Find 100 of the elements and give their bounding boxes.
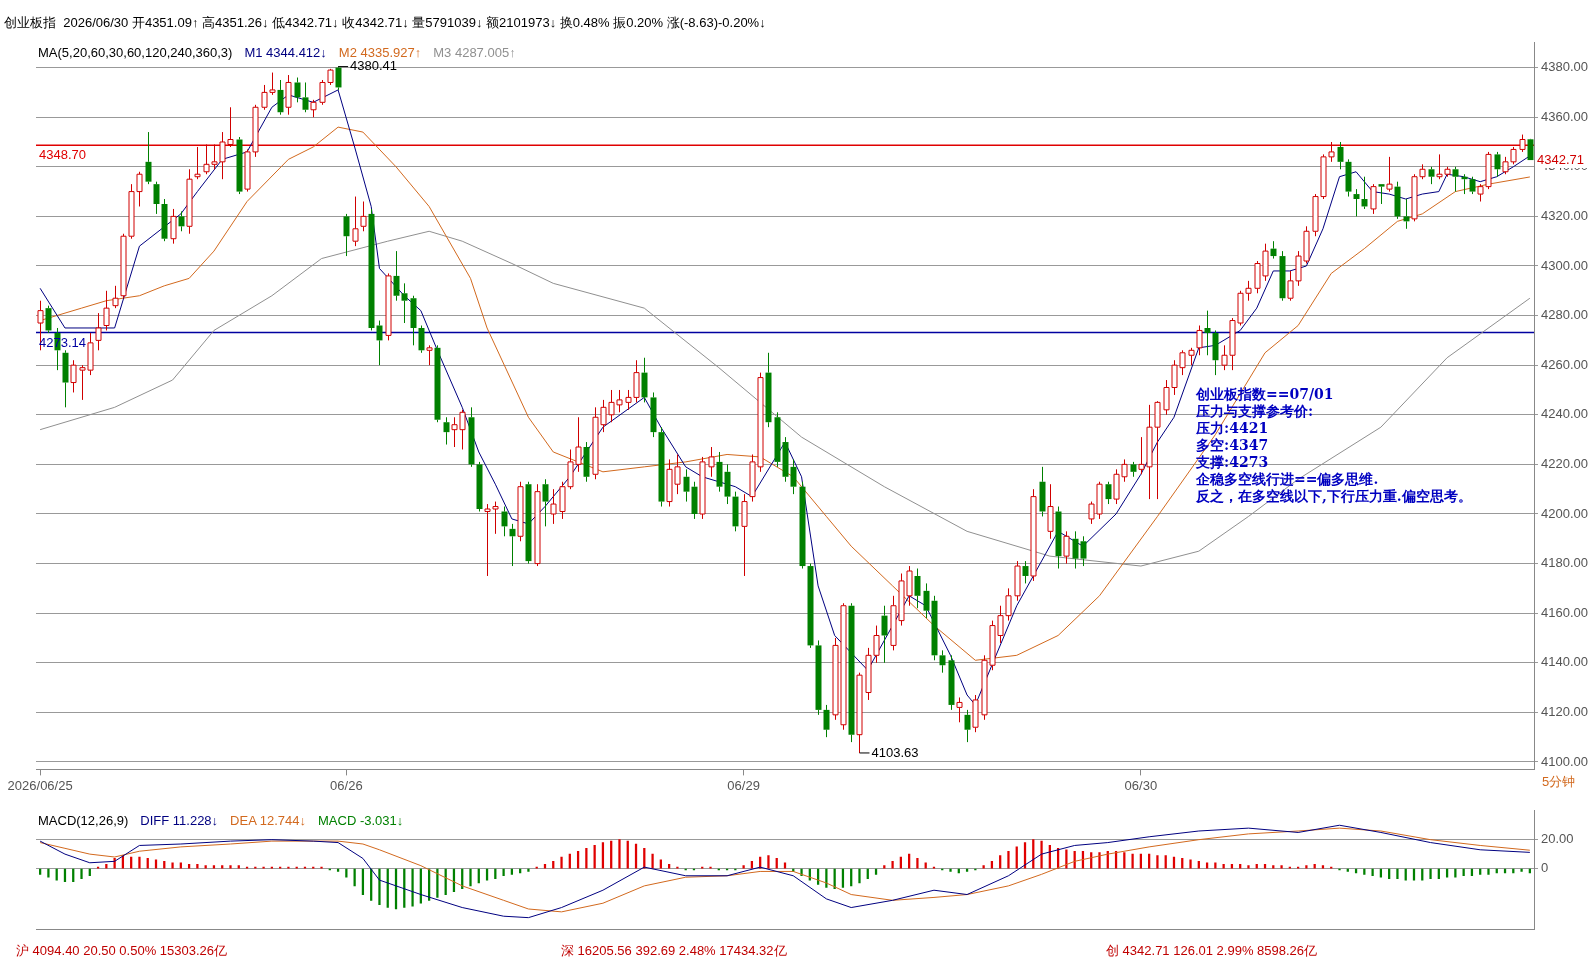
candlestick <box>1361 176 1368 210</box>
x-tick-label: 2026/06/25 <box>7 777 73 793</box>
bar <box>767 855 770 869</box>
bar <box>1065 849 1068 869</box>
text: 4380.41 <box>350 58 398 74</box>
y-tick-label: 4200.00 <box>1541 505 1588 521</box>
y-tick-label: 4240.00 <box>1541 406 1588 422</box>
bar <box>1479 868 1482 875</box>
candlestick <box>683 468 690 503</box>
candlestick <box>732 491 739 532</box>
candlestick <box>368 208 375 331</box>
bar <box>585 848 588 869</box>
candlestick <box>376 320 383 366</box>
chart-title: 创业板指 2026/06/30 开4351.09↑ 高4351.26↓ 低4342.71↓ 收4342.71↓ 量5791039↓ 额2101973↓ 换0.48% 振0.20% 涨(-8.63)-0.20%↓ <box>4 15 766 30</box>
candlestick <box>799 481 806 570</box>
candlestick <box>1039 466 1046 517</box>
text: 沪 4094.40 20.50 0.50% 15303.26亿 <box>16 942 228 960</box>
bar <box>949 868 952 872</box>
annotation: 支撑:4273 <box>1196 454 1270 471</box>
bar <box>411 868 414 907</box>
text: M1 4344.412↓ <box>244 44 327 60</box>
text: 深 16205.56 392.69 2.48% 17434.32亿 <box>561 942 787 960</box>
candlestick <box>1353 188 1360 217</box>
bar <box>171 862 174 869</box>
bar <box>1214 862 1217 869</box>
bar <box>651 853 654 869</box>
candlestick <box>1394 181 1401 220</box>
bar <box>229 865 232 869</box>
bar <box>924 862 927 869</box>
candlestick <box>1345 158 1352 198</box>
candlestick <box>542 478 549 527</box>
y-tick-label: 20.00 <box>1541 831 1574 847</box>
annotation: 反之，在多空线以下,下行压力重.偏空思考。 <box>1196 488 1472 505</box>
y-tick-label: 4300.00 <box>1541 257 1588 273</box>
y-tick-label: 4220.00 <box>1541 455 1588 471</box>
candlestick <box>931 595 938 661</box>
x-tick-label: 06/26 <box>330 777 363 793</box>
candlestick <box>302 81 309 113</box>
bar <box>80 868 83 879</box>
candlestick <box>1055 506 1062 570</box>
series-label: DEA 12.744↓ <box>230 812 306 828</box>
candlestick <box>1452 166 1459 193</box>
candlestick <box>1279 250 1286 302</box>
ref-line-label: 4348.70 <box>39 147 86 163</box>
y-tick-label: 4280.00 <box>1541 307 1588 323</box>
bar <box>1156 855 1159 869</box>
candlestick <box>1428 166 1435 185</box>
candlestick <box>1212 329 1219 376</box>
bar <box>469 868 472 887</box>
bar <box>1454 868 1457 878</box>
bar <box>742 865 745 869</box>
y-tick-label: 4320.00 <box>1541 207 1588 223</box>
annotation: 企稳多空线行进==偏多思维. <box>1196 471 1380 488</box>
chart-title: MACD(12,26,9) <box>38 812 129 828</box>
bar <box>1520 868 1523 872</box>
candlestick <box>161 198 168 242</box>
candlestick <box>153 181 160 215</box>
candlestick <box>939 649 946 674</box>
candlestick <box>443 416 450 446</box>
x-tick-label: 06/29 <box>727 777 760 793</box>
candlestick <box>1105 481 1112 505</box>
bar <box>618 839 621 869</box>
candlestick <box>1080 535 1087 567</box>
bar <box>1098 852 1101 869</box>
candlestick <box>1403 198 1410 230</box>
candlestick <box>410 295 417 346</box>
candlestick <box>1270 240 1277 260</box>
bar <box>560 856 563 869</box>
text: M3 4287.005↑ <box>433 44 516 60</box>
bar <box>825 868 828 888</box>
candlestick <box>641 357 648 403</box>
y-tick-label: 4100.00 <box>1541 753 1588 769</box>
annotation: 压力:4421 <box>1196 420 1270 437</box>
candlestick <box>691 481 698 520</box>
bar <box>378 868 381 905</box>
candlestick <box>1378 184 1385 205</box>
y-tick-label: 0 <box>1541 860 1549 876</box>
candlestick <box>418 325 425 354</box>
candlestick <box>964 709 971 743</box>
candlestick <box>62 349 69 408</box>
candlestick <box>145 131 152 185</box>
y-tick-label: 4380.00 <box>1541 59 1588 75</box>
bar <box>502 868 505 877</box>
series-label: DIFF 11.228↓ <box>140 812 219 828</box>
bar <box>783 862 787 869</box>
annotation: 多空:4347 <box>1196 437 1270 454</box>
text: 4103.63 <box>871 744 919 760</box>
legend-title: MA(5,20,60,30,60,120,240,360,3) <box>38 44 233 60</box>
bar <box>39 868 42 875</box>
bar <box>47 868 50 878</box>
candlestick <box>393 250 400 302</box>
candlestick <box>501 506 508 537</box>
bar <box>138 856 141 869</box>
candlestick <box>716 451 723 493</box>
bar <box>1371 868 1374 877</box>
bar <box>1007 850 1010 869</box>
text: M2 4335.927↑ <box>338 44 422 60</box>
candlestick <box>948 654 955 711</box>
y-tick-label: 4120.00 <box>1541 703 1588 719</box>
candlestick <box>583 441 590 483</box>
